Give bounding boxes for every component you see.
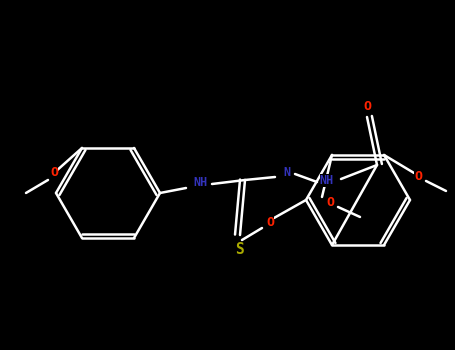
Text: O: O bbox=[363, 100, 371, 113]
Text: O: O bbox=[50, 167, 58, 180]
Text: O: O bbox=[414, 170, 422, 183]
Text: NH: NH bbox=[193, 176, 207, 189]
Text: N: N bbox=[283, 166, 291, 178]
Text: O: O bbox=[326, 196, 334, 209]
Text: S: S bbox=[236, 241, 244, 257]
Text: O: O bbox=[266, 216, 274, 229]
Text: NH: NH bbox=[320, 174, 334, 187]
